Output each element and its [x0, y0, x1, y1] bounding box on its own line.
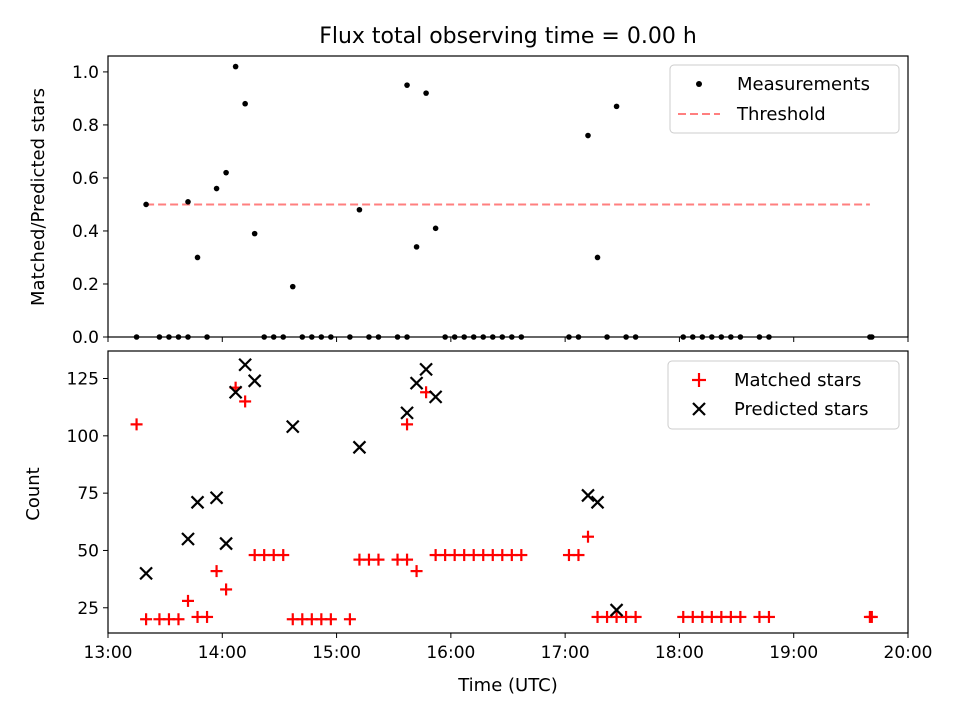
measurements-point	[143, 202, 149, 208]
measurements-point	[433, 226, 439, 232]
count-y-tick-label: 25	[77, 599, 99, 619]
count-x-tick-label: 20:00	[884, 643, 933, 663]
legend-predicted-label: Predicted stars	[734, 399, 868, 420]
measurements-point	[414, 244, 420, 250]
count-y-tick-label: 75	[77, 484, 99, 504]
ratio-y-tick-label: 0.0	[72, 328, 99, 348]
measurements-point	[614, 104, 620, 110]
measurements-point	[195, 255, 201, 261]
figure: Flux total observing time = 0.00 h Match…	[0, 0, 960, 720]
count-x-tick-label: 16:00	[426, 643, 475, 663]
legend-measurements-marker	[696, 81, 702, 87]
measurements-point	[357, 207, 363, 213]
measurements-point	[233, 64, 239, 70]
ratio-y-tick-label: 0.2	[72, 275, 99, 295]
measurements-point	[290, 284, 296, 290]
count-x-tick-label: 18:00	[655, 643, 704, 663]
measurements-point	[252, 231, 258, 237]
ratio-y-tick-label: 0.4	[72, 222, 99, 242]
chart-title: Flux total observing time = 0.00 h	[319, 24, 697, 49]
measurements-point	[423, 90, 429, 96]
x-axis-label: Time (UTC)	[457, 675, 558, 696]
measurements-point	[595, 255, 601, 261]
count-x-tick-label: 15:00	[312, 643, 361, 663]
count-x-tick-label: 17:00	[541, 643, 590, 663]
ratio-y-tick-label: 1.0	[72, 63, 99, 83]
count-y-tick-label: 125	[67, 370, 99, 390]
legend-threshold-label: Threshold	[736, 104, 826, 125]
ratio-y-tick-label: 0.8	[72, 116, 99, 136]
ratio-y-tick-label: 0.6	[72, 169, 99, 189]
measurements-point	[585, 133, 591, 139]
count-x-tick-label: 13:00	[84, 643, 133, 663]
measurements-point	[223, 170, 229, 176]
legend-measurements-label: Measurements	[737, 74, 870, 95]
y-axis-label-ratio: Matched/Predicted stars	[28, 88, 49, 306]
ratio-legend: Measurements Threshold	[670, 65, 899, 133]
measurements-point	[185, 199, 191, 205]
measurements-point	[404, 82, 410, 88]
count-x-tick-label: 14:00	[198, 643, 247, 663]
legend-matched-label: Matched stars	[734, 370, 861, 391]
measurements-point	[214, 186, 220, 192]
count-y-tick-label: 100	[67, 427, 99, 447]
count-y-tick-label: 50	[77, 541, 99, 561]
y-axis-label-count: Count	[23, 467, 44, 520]
measurements-point	[242, 101, 248, 107]
count-x-tick-label: 19:00	[769, 643, 818, 663]
count-legend: Matched stars Predicted stars	[668, 361, 899, 429]
